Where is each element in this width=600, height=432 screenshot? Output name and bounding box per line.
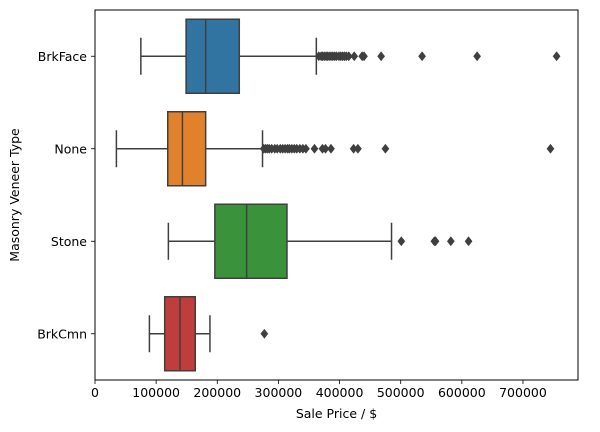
x-tick-label: 100000 — [132, 385, 180, 400]
outlier-point — [546, 143, 555, 154]
outlier-point — [431, 236, 440, 247]
iqr-box — [167, 111, 207, 187]
x-tick-label: 700000 — [499, 385, 547, 400]
box-group-none — [115, 111, 555, 187]
iqr-box — [214, 203, 288, 279]
outlier-point — [350, 51, 359, 62]
y-tick-label: BrkFace — [38, 49, 88, 64]
x-tick-label: 300000 — [255, 385, 303, 400]
axes-frame — [94, 9, 579, 381]
outlier-point — [310, 143, 319, 154]
outlier-point — [473, 51, 482, 62]
outlier-point — [344, 51, 353, 62]
x-axis: 0 100000 200000 300000 400000 500000 600000 700… — [91, 380, 547, 400]
x-tick-label: 400000 — [316, 385, 364, 400]
box-group-stone — [167, 203, 473, 279]
outlier-point — [397, 236, 406, 247]
box-group-brkcmn — [148, 296, 269, 372]
outlier-point — [552, 51, 561, 62]
y-tick-label: None — [54, 141, 87, 156]
y-axis-label: Masonry Veneer Type — [7, 128, 22, 262]
outlier-point — [353, 143, 362, 154]
iqr-box — [185, 18, 241, 94]
outlier-point — [446, 236, 455, 247]
x-tick-label: 0 — [91, 385, 99, 400]
box-group-brkface — [140, 18, 561, 94]
x-tick-label: 600000 — [438, 385, 486, 400]
outlier-point — [377, 51, 386, 62]
outlier-point — [381, 143, 390, 154]
plot-area — [115, 18, 561, 372]
x-tick-label: 200000 — [193, 385, 241, 400]
outlier-point — [464, 236, 473, 247]
y-tick-label: BrkCmn — [37, 326, 87, 341]
x-tick-label: 500000 — [377, 385, 425, 400]
x-axis-label: Sale Price / $ — [296, 406, 377, 421]
outlier-point — [418, 51, 427, 62]
outlier-point — [321, 143, 330, 154]
outlier-point — [302, 143, 310, 154]
outlier-point — [327, 143, 335, 154]
outlier-point — [260, 328, 269, 339]
y-tick-label: Stone — [51, 234, 87, 249]
outlier-point — [360, 51, 368, 62]
y-axis: BrkFace None Stone BrkCmn — [37, 49, 95, 341]
